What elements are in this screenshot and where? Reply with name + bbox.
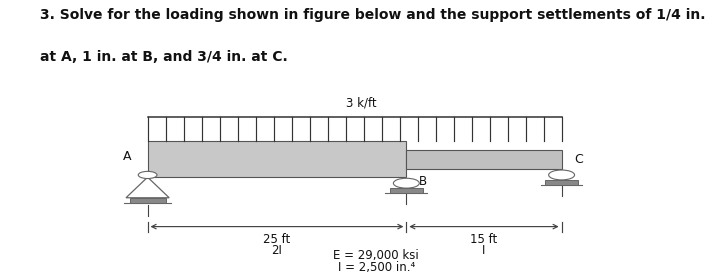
Bar bbox=[406, 150, 562, 169]
Text: 15 ft: 15 ft bbox=[470, 234, 498, 247]
Text: I = 2,500 in.⁴: I = 2,500 in.⁴ bbox=[338, 261, 415, 274]
Bar bbox=[148, 142, 406, 177]
Text: 2I: 2I bbox=[271, 244, 282, 257]
Bar bbox=[390, 188, 423, 193]
Circle shape bbox=[549, 170, 575, 180]
Text: B: B bbox=[419, 175, 428, 188]
Circle shape bbox=[138, 171, 157, 179]
Text: 25 ft: 25 ft bbox=[264, 234, 291, 247]
Text: A: A bbox=[123, 150, 132, 163]
Text: at A, 1 in. at B, and 3/4 in. at C.: at A, 1 in. at B, and 3/4 in. at C. bbox=[40, 50, 287, 64]
Bar bbox=[130, 198, 166, 203]
Text: 3 k/ft: 3 k/ft bbox=[346, 97, 377, 110]
Text: C: C bbox=[575, 153, 583, 166]
Bar bbox=[545, 180, 578, 185]
Circle shape bbox=[393, 178, 419, 188]
Text: 3. Solve for the loading shown in figure below and the support settlements of 1/: 3. Solve for the loading shown in figure… bbox=[40, 8, 705, 22]
Text: I: I bbox=[482, 244, 486, 257]
Polygon shape bbox=[126, 177, 169, 198]
Text: E = 29,000 ksi: E = 29,000 ksi bbox=[333, 248, 419, 261]
